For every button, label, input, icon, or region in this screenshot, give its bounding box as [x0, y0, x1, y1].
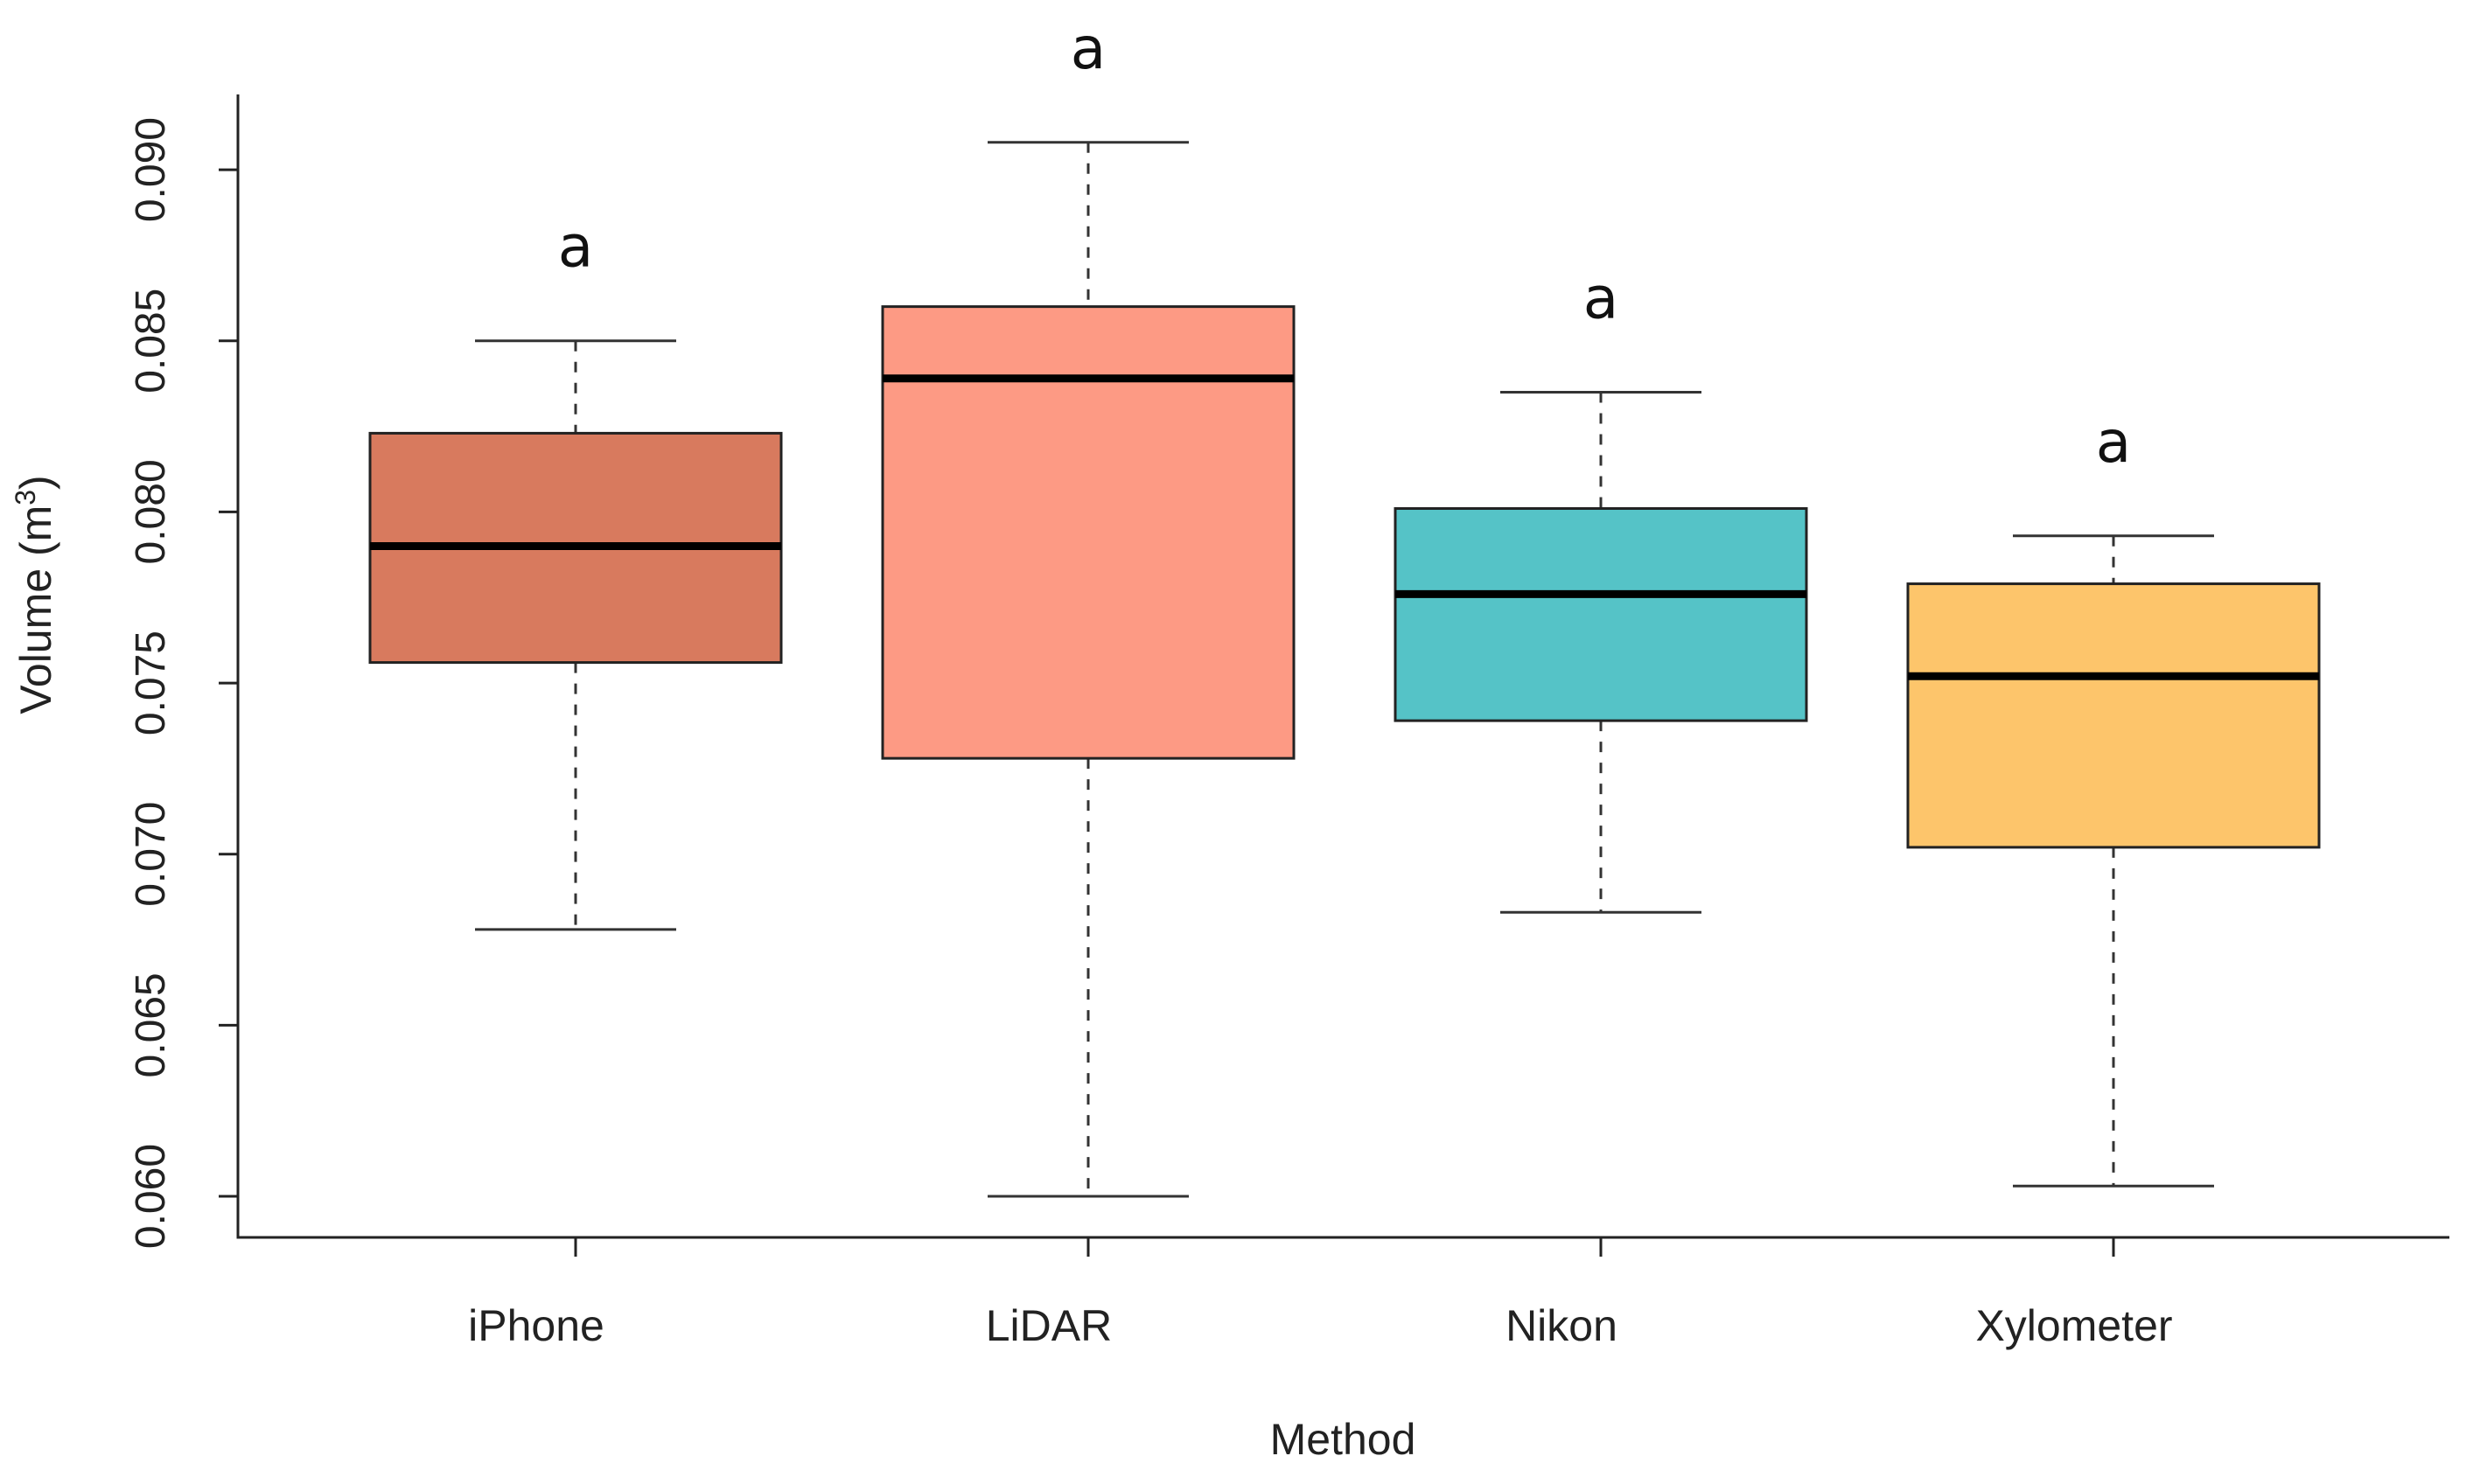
significance-letter: a	[1071, 15, 1106, 82]
plot-area: a a a a	[368, 15, 2321, 1198]
axis-frame	[236, 94, 2449, 1239]
box	[881, 305, 1296, 760]
y-tick-label: 0.075	[128, 631, 174, 735]
x-tick-label: Nikon	[1505, 1301, 1617, 1350]
significance-letter: a	[558, 213, 593, 281]
box	[1906, 582, 2321, 849]
y-tick-label: 0.065	[128, 972, 174, 1077]
y-axis-title: Volume (m3)	[10, 475, 60, 714]
x-tick-label: LiDAR	[986, 1301, 1112, 1350]
significance-letter: a	[2096, 408, 2131, 476]
y-tick-label: 0.080	[128, 459, 174, 564]
x-tick-label: iPhone	[468, 1301, 604, 1350]
axes: 0.060 0.065 0.070 0.075 0.080 0.085 0.090 iPhon…	[128, 94, 2449, 1350]
y-tick-label: 0.070	[128, 802, 174, 907]
y-axis-title-superscript: 3	[10, 490, 41, 505]
box-group-iphone: a	[368, 213, 783, 931]
box	[1394, 506, 1808, 722]
box-group-nikon: a	[1394, 264, 1808, 914]
x-axis-title: Method	[1270, 1415, 1416, 1464]
box-group-xylometer: a	[1906, 408, 2321, 1188]
y-axis-title-text: Volume (m	[11, 505, 60, 714]
y-tick-label: 0.090	[128, 117, 174, 222]
significance-letter: a	[1583, 264, 1618, 331]
y-tick-label: 0.060	[128, 1144, 174, 1249]
box-group-lidar: a	[881, 15, 1296, 1198]
y-tick-label: 0.085	[128, 289, 174, 394]
x-tick-label: Xylometer	[1975, 1301, 2172, 1350]
y-axis-title-close: )	[11, 475, 60, 490]
